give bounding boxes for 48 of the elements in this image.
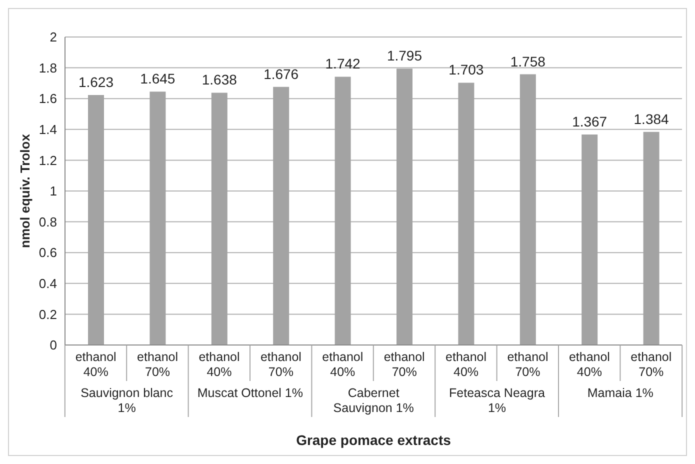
y-tick-label: 1.4 [38, 122, 57, 138]
x-axis-title: Grape pomace extracts [296, 432, 452, 448]
text: Mamaia 1% [587, 386, 654, 400]
y-tick-label: 1.6 [38, 91, 57, 106]
bar [643, 132, 660, 345]
data-label: 1.645 [140, 70, 176, 87]
x-tick-label: ethanol 40% [75, 350, 116, 379]
bar [582, 134, 598, 345]
x-tick-label: ethanol 40% [568, 350, 610, 379]
y-axis-title: nmol equiv. Trolox [18, 133, 33, 248]
y-tick-label: 1 [50, 184, 57, 199]
x-tick-label: ethanol 70% [630, 350, 672, 379]
y-tick-label: 2 [50, 30, 57, 45]
data-label: 1.384 [634, 110, 670, 127]
data-label: 1.623 [78, 74, 114, 90]
y-tick-label: 0.2 [38, 306, 57, 322]
y-tick-label: 0.8 [38, 214, 57, 230]
bar [396, 68, 412, 345]
bar [520, 74, 536, 345]
x-tick-label: ethanol 40% [198, 350, 240, 379]
x-tick-label: ethanol 70% [507, 350, 548, 379]
bar [458, 82, 474, 345]
data-label: 1.703 [448, 62, 484, 78]
data-label: 1.795 [386, 48, 422, 64]
data-label: 1.676 [264, 66, 299, 82]
x-tick-label: ethanol 70% [137, 350, 178, 379]
y-tick-label: 0.6 [38, 245, 57, 260]
text: Cabernet Sauvignon 1% [333, 386, 414, 415]
x-tick-label: ethanol 70% [260, 350, 302, 379]
y-tick-label: 0.4 [38, 276, 57, 292]
x-tick-label: ethanol 40% [322, 350, 364, 379]
text: Sauvignon blanc 1% [80, 386, 174, 415]
y-tick-label: 1.2 [38, 152, 57, 168]
data-label: 1.638 [202, 72, 238, 88]
bar [88, 95, 104, 345]
y-tick-label: 0 [50, 338, 57, 353]
bar [273, 86, 290, 345]
bar [334, 76, 351, 345]
text: Muscat Ottonel 1% [197, 386, 304, 400]
text: Feteasca Neagra 1% [449, 386, 545, 415]
data-label: 1.367 [572, 113, 608, 130]
bar [211, 92, 228, 345]
bar [150, 92, 166, 345]
data-label: 1.742 [325, 56, 361, 72]
x-tick-label: ethanol 40% [446, 350, 487, 379]
x-tick-label: ethanol 70% [384, 350, 425, 379]
y-tick-label: 1.8 [38, 60, 57, 76]
data-label: 1.758 [510, 53, 546, 70]
